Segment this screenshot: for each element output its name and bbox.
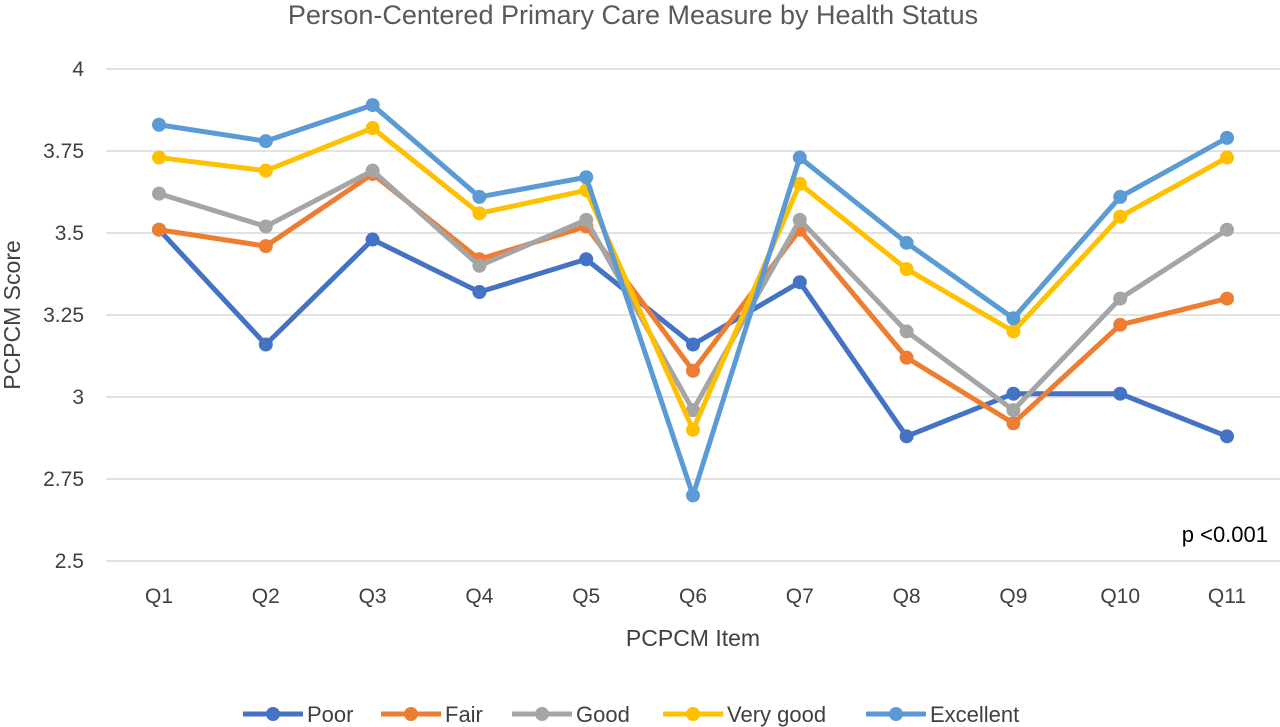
- x-tick-label: Q3: [359, 585, 387, 608]
- y-tick-label: 4: [72, 58, 84, 81]
- data-point: [579, 212, 594, 227]
- data-point: [792, 212, 807, 227]
- data-point: [365, 163, 380, 178]
- series-good: [152, 163, 1234, 418]
- x-tick-label: Q5: [572, 585, 600, 608]
- legend-label: Fair: [445, 702, 483, 727]
- data-point: [899, 350, 914, 365]
- y-tick-labels: 2.5 2.75 3 3.25 3.5 3.75 4: [43, 58, 84, 573]
- legend-item: Good: [512, 702, 630, 727]
- legend-item: Excellent: [866, 702, 1019, 727]
- series-excellent: [152, 98, 1234, 503]
- data-point: [472, 206, 487, 221]
- data-point: [365, 232, 380, 247]
- series-line: [156, 125, 1230, 433]
- data-point: [472, 258, 487, 273]
- y-tick-label: 3.75: [43, 140, 84, 163]
- data-point: [258, 337, 273, 352]
- x-tick-label: Q7: [786, 585, 814, 608]
- x-tick-label: Q9: [999, 585, 1027, 608]
- x-tick-label: Q6: [679, 585, 707, 608]
- data-point: [686, 363, 700, 378]
- data-point: [899, 324, 914, 339]
- data-point: [1113, 317, 1128, 332]
- data-point: [1006, 324, 1021, 339]
- x-tick-label: Q4: [465, 585, 493, 608]
- y-axis-label: PCPCM Score: [0, 240, 25, 390]
- data-point: [258, 219, 273, 234]
- data-point: [686, 337, 700, 352]
- data-point: [686, 422, 700, 437]
- data-point: [152, 222, 166, 237]
- x-tick-label: Q8: [893, 585, 921, 608]
- legend-item: Very good: [663, 702, 826, 727]
- data-point: [899, 429, 914, 444]
- data-point: [792, 275, 807, 290]
- legend-swatch-marker: [535, 707, 549, 721]
- data-point: [792, 176, 807, 191]
- series-line: [156, 171, 1230, 426]
- series-very-good: [152, 121, 1234, 437]
- data-point: [1220, 222, 1234, 237]
- data-point: [899, 262, 914, 277]
- data-point: [579, 252, 594, 267]
- data-point: [1006, 311, 1021, 326]
- data-point: [899, 235, 914, 250]
- legend-label: Good: [576, 702, 630, 727]
- y-tick-label: 2.75: [43, 468, 84, 491]
- data-point: [1006, 403, 1021, 418]
- x-tick-label: Q1: [145, 585, 173, 608]
- data-point: [1113, 189, 1128, 204]
- data-point: [1113, 209, 1128, 224]
- x-tick-label: Q11: [1208, 585, 1246, 608]
- data-point: [152, 117, 166, 132]
- data-point: [152, 186, 166, 201]
- chart-title: Person-Centered Primary Care Measure by …: [288, 0, 978, 30]
- data-point: [1220, 150, 1234, 165]
- gridlines: [106, 68, 1280, 562]
- x-tick-label: Q10: [1100, 585, 1140, 608]
- series-lines: [152, 98, 1234, 503]
- data-point: [1220, 130, 1234, 145]
- data-point: [472, 189, 487, 204]
- x-tick-label: Q2: [252, 585, 280, 608]
- data-point: [579, 170, 594, 185]
- legend-swatch-marker: [889, 707, 903, 721]
- data-point: [686, 403, 700, 418]
- legend-swatch-marker: [686, 707, 700, 721]
- legend-swatch-marker: [404, 707, 418, 721]
- series-line: [156, 102, 1230, 498]
- y-tick-label: 3: [72, 386, 84, 409]
- p-value-annotation: p <0.001: [1182, 522, 1268, 547]
- legend-item: Fair: [381, 702, 483, 727]
- data-point: [258, 134, 273, 149]
- legend-label: Poor: [307, 702, 353, 727]
- data-point: [792, 150, 807, 165]
- data-point: [1006, 416, 1021, 431]
- legend: Poor Fair Good Very good Excellent: [243, 702, 1019, 727]
- y-tick-label: 2.5: [55, 550, 84, 573]
- data-point: [472, 285, 487, 300]
- legend-item: Poor: [243, 702, 353, 727]
- y-tick-label: 3.25: [43, 304, 84, 327]
- data-point: [365, 98, 380, 113]
- data-point: [365, 121, 380, 136]
- data-point: [152, 150, 166, 165]
- data-point: [1220, 291, 1234, 306]
- data-point: [1113, 291, 1128, 306]
- x-axis-label: PCPCM Item: [626, 625, 760, 651]
- legend-swatch-marker: [266, 707, 280, 721]
- data-point: [1113, 386, 1128, 401]
- y-tick-label: 3.5: [55, 222, 84, 245]
- legend-label: Very good: [727, 702, 826, 727]
- data-point: [1220, 429, 1234, 444]
- data-point: [258, 239, 273, 254]
- legend-label: Excellent: [930, 702, 1019, 727]
- data-point: [1006, 386, 1021, 401]
- data-point: [686, 488, 700, 503]
- data-point: [258, 163, 273, 178]
- x-tick-labels: Q1 Q2 Q3 Q4 Q5 Q6 Q7 Q8 Q9 Q10 Q11: [145, 585, 1246, 608]
